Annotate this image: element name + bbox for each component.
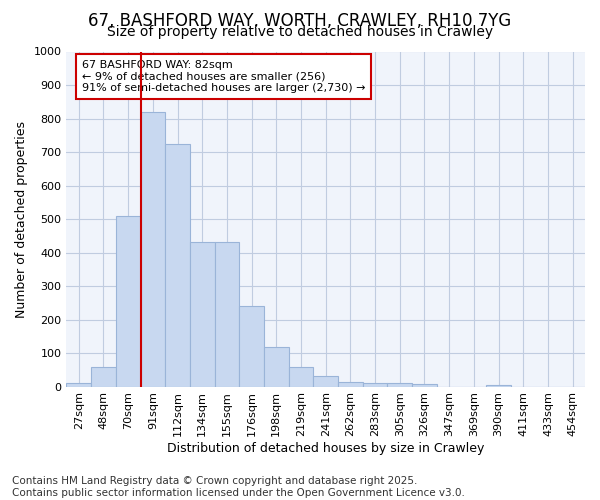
Bar: [313, 376, 338, 386]
Text: Contains HM Land Registry data © Crown copyright and database right 2025.
Contai: Contains HM Land Registry data © Crown c…: [12, 476, 465, 498]
Bar: [388, 383, 412, 386]
Y-axis label: Number of detached properties: Number of detached properties: [15, 120, 28, 318]
Bar: [264, 347, 289, 387]
Bar: [140, 112, 165, 386]
X-axis label: Distribution of detached houses by size in Crawley: Distribution of detached houses by size …: [167, 442, 484, 455]
Bar: [289, 368, 313, 386]
Bar: [486, 385, 511, 386]
Bar: [363, 383, 388, 386]
Text: 67 BASHFORD WAY: 82sqm
← 9% of detached houses are smaller (256)
91% of semi-det: 67 BASHFORD WAY: 82sqm ← 9% of detached …: [82, 60, 365, 93]
Text: Size of property relative to detached houses in Crawley: Size of property relative to detached ho…: [107, 25, 493, 39]
Bar: [239, 306, 264, 386]
Bar: [91, 367, 116, 386]
Bar: [116, 216, 140, 386]
Bar: [412, 384, 437, 386]
Bar: [338, 382, 363, 386]
Text: 67, BASHFORD WAY, WORTH, CRAWLEY, RH10 7YG: 67, BASHFORD WAY, WORTH, CRAWLEY, RH10 7…: [88, 12, 512, 30]
Bar: [165, 144, 190, 386]
Bar: [190, 242, 215, 386]
Bar: [67, 383, 91, 386]
Bar: [215, 242, 239, 386]
